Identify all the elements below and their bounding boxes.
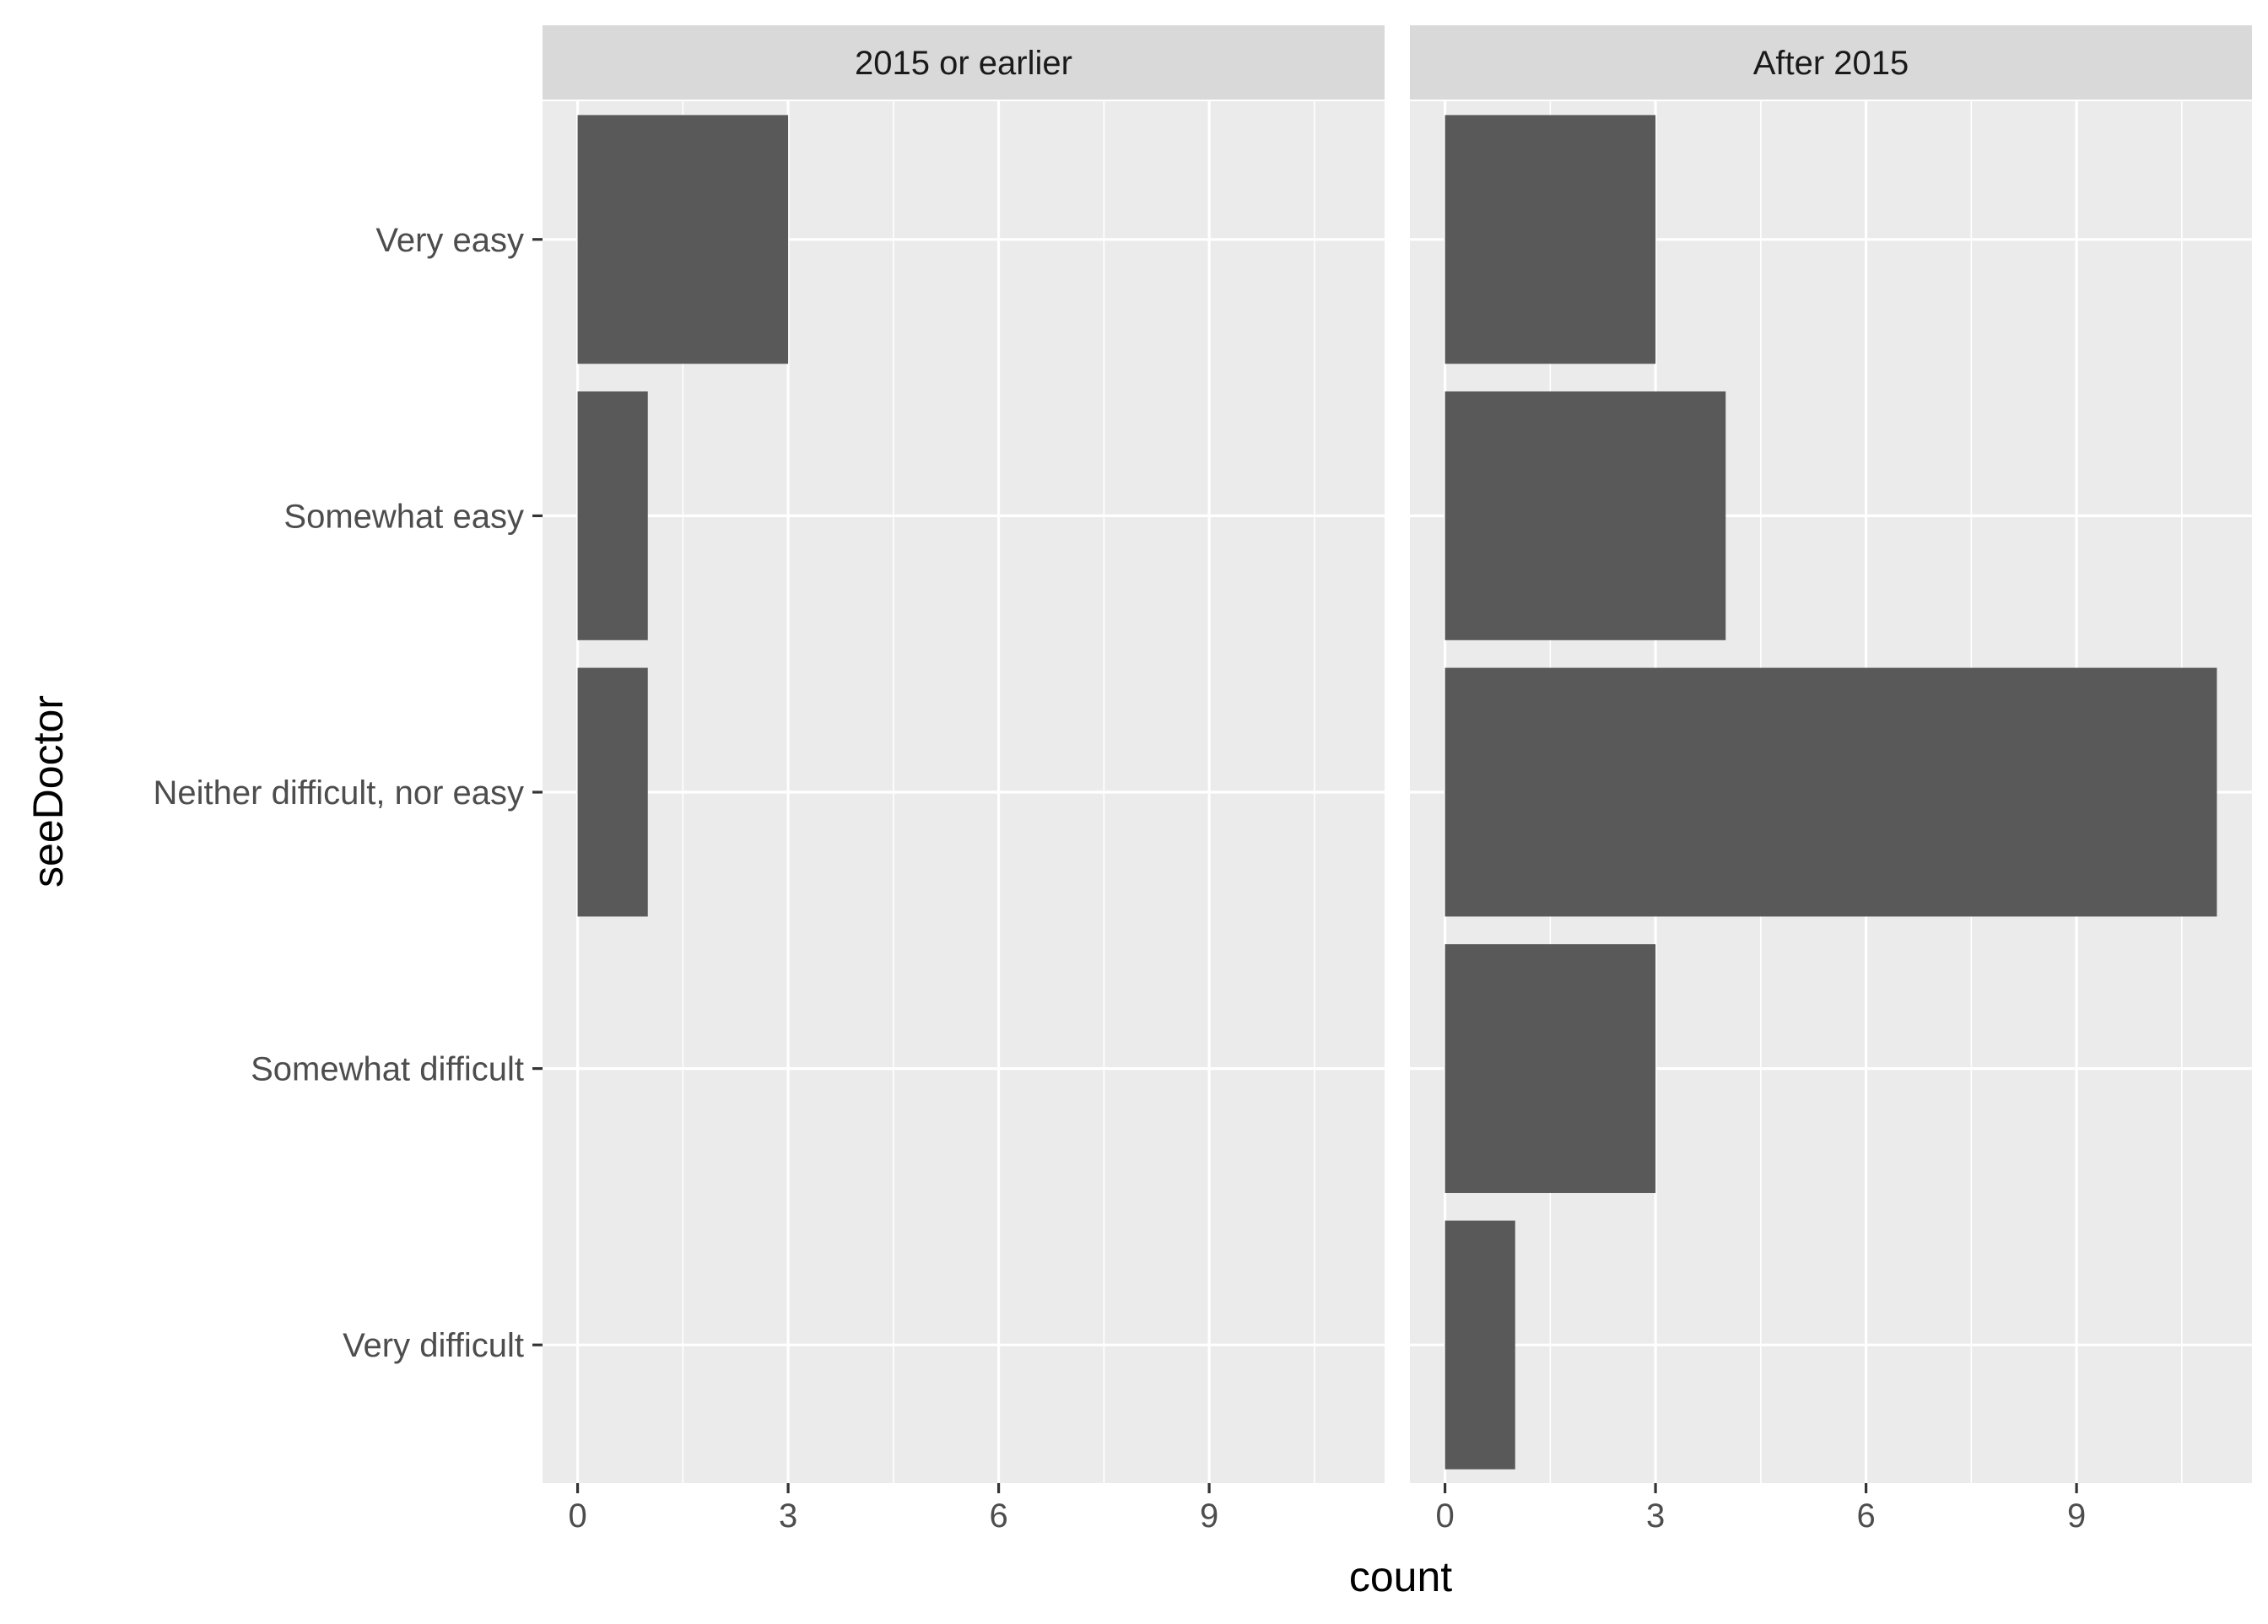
x-tick-label: 0 <box>1435 1497 1454 1535</box>
y-tick-label: Very difficult <box>343 1327 524 1364</box>
y-axis: Very easy Somewhat easy Neither difficult,… <box>154 222 543 1364</box>
bar-somewhat-easy-panel-2 <box>1444 391 1726 640</box>
x-tick-label: 0 <box>568 1497 586 1535</box>
x-tick-label: 6 <box>989 1497 1007 1535</box>
y-axis-title: seeDoctor <box>24 695 72 888</box>
x-tick-label: 3 <box>779 1497 797 1535</box>
bar-very-easy-panel-2 <box>1444 115 1656 364</box>
bar-neither-difficult-nor-easy-panel-1 <box>577 667 648 917</box>
facet-strip <box>543 25 1385 100</box>
bar-somewhat-easy-panel-1 <box>577 391 648 640</box>
y-tick-label: Very easy <box>375 222 524 259</box>
x-tick-label: 9 <box>2067 1497 2086 1535</box>
bar-neither-difficult-nor-easy-panel-2 <box>1444 667 2217 917</box>
facet-strip-label: 2015 or earlier <box>855 45 1072 82</box>
x-tick-label: 6 <box>1856 1497 1875 1535</box>
bar-very-easy-panel-1 <box>577 115 789 364</box>
bar-somewhat-difficult-panel-2 <box>1444 944 1656 1194</box>
y-tick-label: Somewhat easy <box>284 498 524 535</box>
x-axis-title: count <box>1349 1553 1452 1600</box>
facet-strip-label: After 2015 <box>1753 45 1909 82</box>
panels-layer: 2015 or earlier 0 3 6 9 After 2015 0 3 6 9 <box>543 25 2252 1535</box>
panel-2: After 2015 0 3 6 9 <box>1410 25 2252 1535</box>
x-tick-label: 3 <box>1646 1497 1665 1535</box>
y-tick-label: Neither difficult, nor easy <box>154 774 524 812</box>
y-tick-label: Somewhat difficult <box>251 1051 524 1088</box>
facet-strip <box>1410 25 2252 100</box>
bar-very-difficult-panel-2 <box>1444 1220 1515 1470</box>
panel-1: 2015 or earlier 0 3 6 9 <box>543 25 1385 1535</box>
x-tick-label: 9 <box>1200 1497 1218 1535</box>
